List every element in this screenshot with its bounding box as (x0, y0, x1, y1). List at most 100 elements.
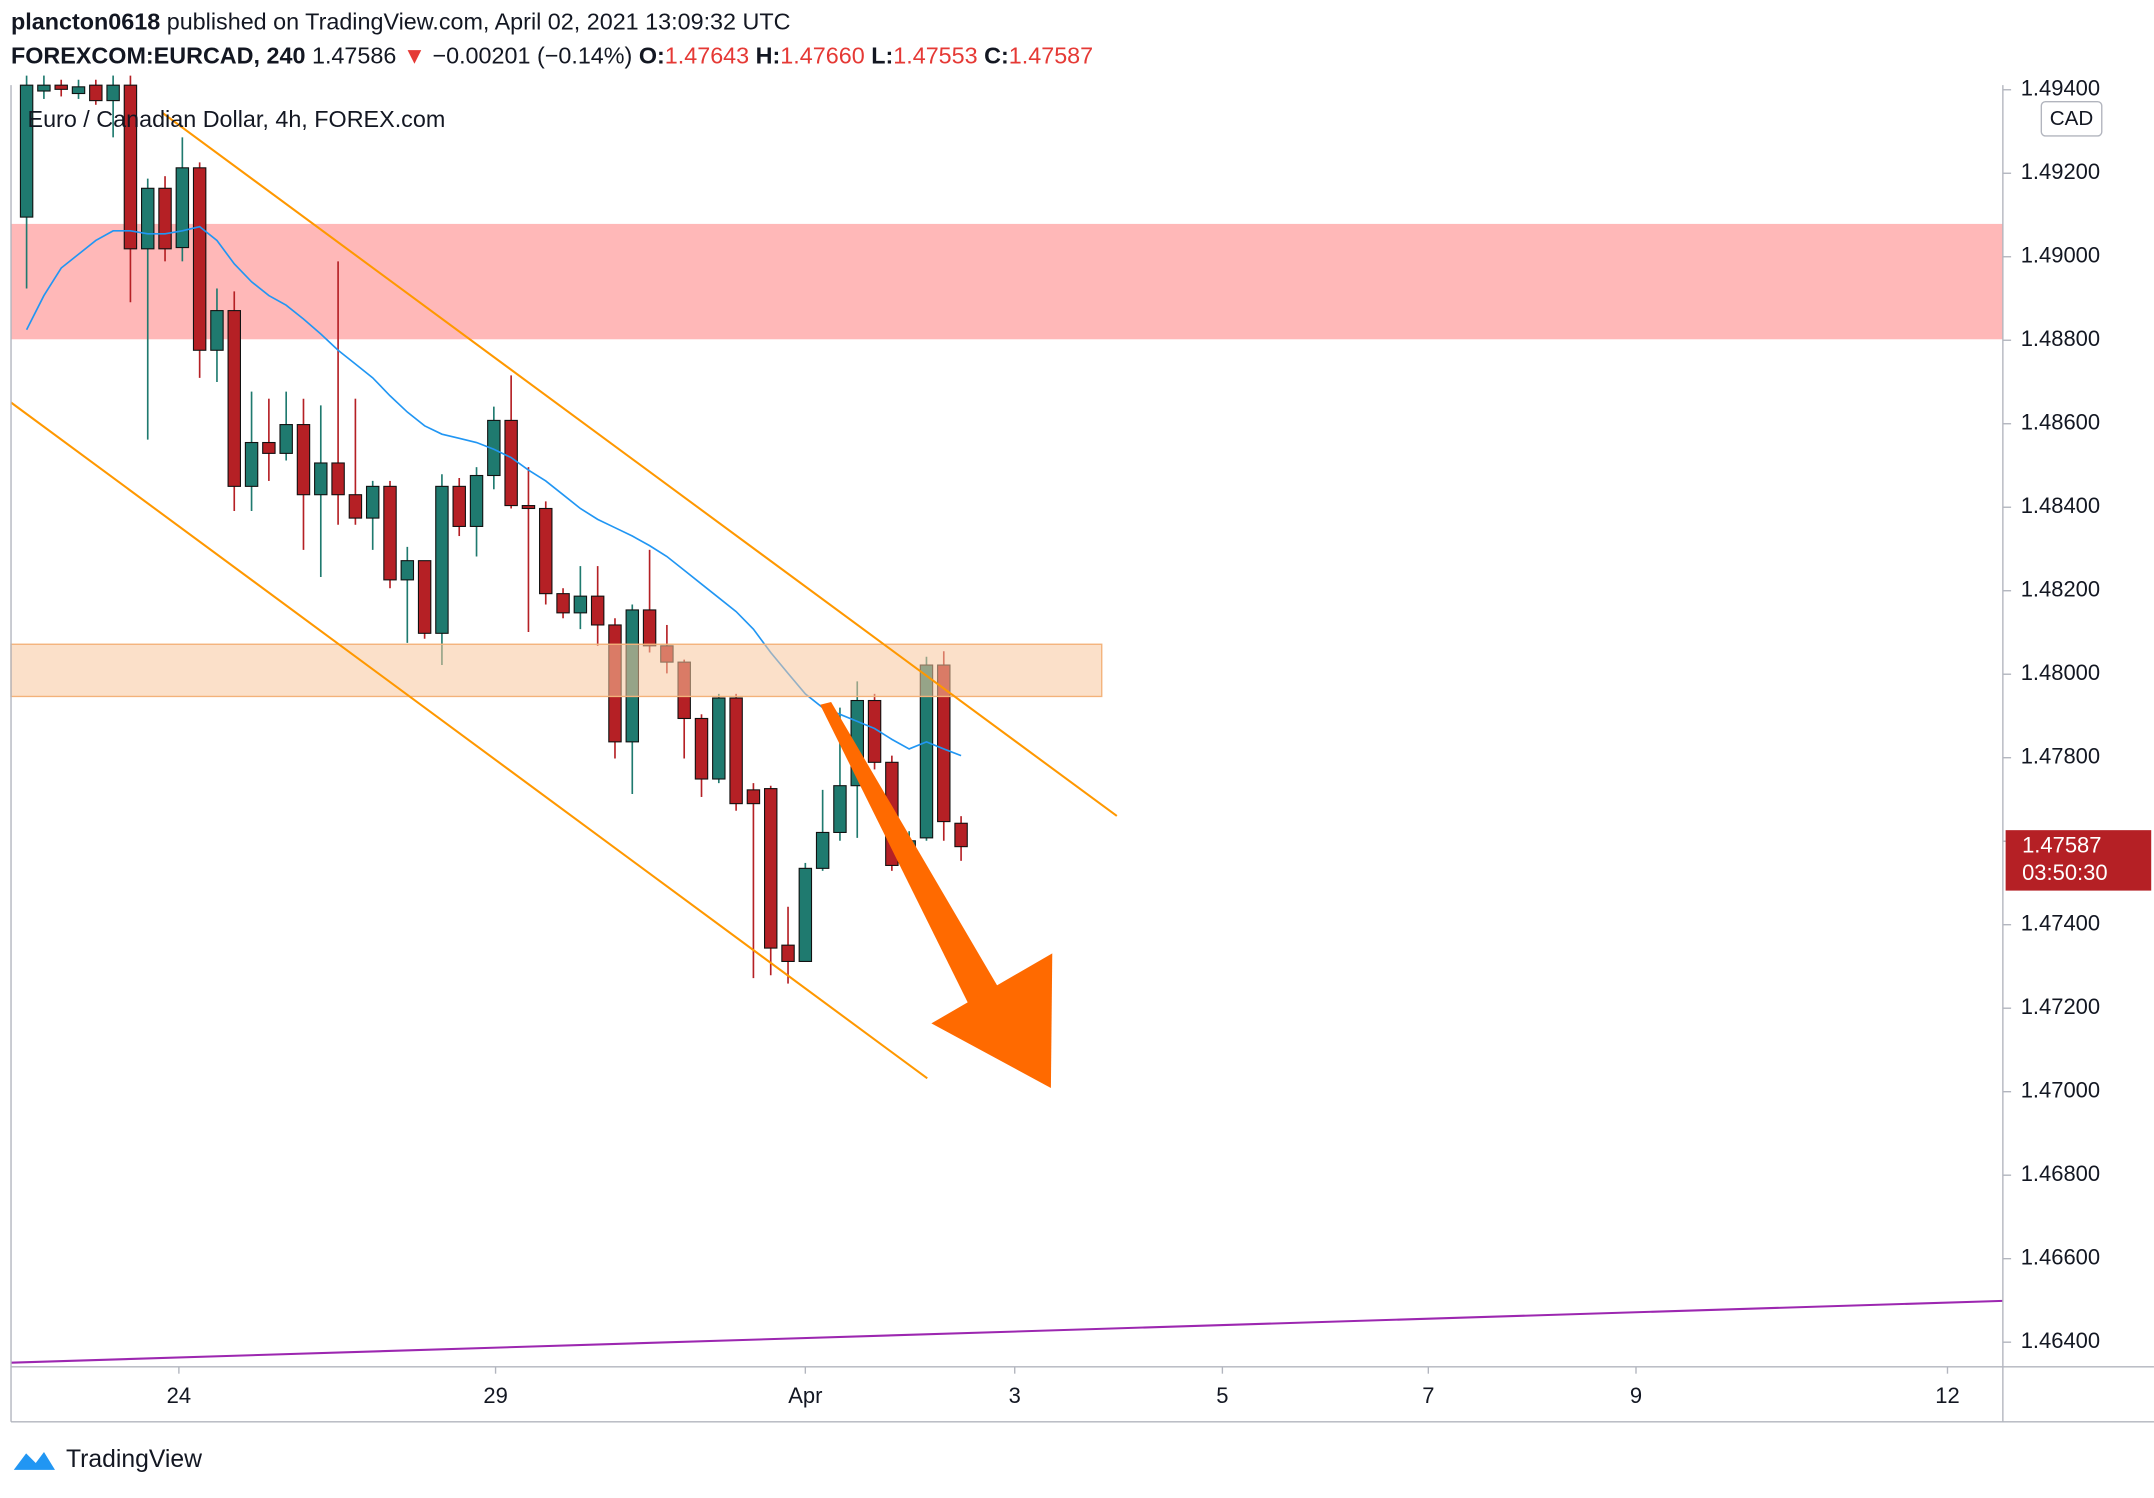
candle-body (781, 944, 795, 962)
candle-body (539, 507, 553, 595)
low: 1.47553 (893, 43, 977, 69)
high: 1.47660 (780, 43, 864, 69)
last-price-tag (2005, 830, 2152, 891)
candle-body (833, 785, 847, 833)
candle-body (123, 84, 138, 250)
price: 1.47586 (312, 43, 396, 69)
y-tick-label: 1.48800 (2021, 326, 2100, 351)
candle-body (712, 697, 726, 780)
x-tick-label: 7 (1422, 1383, 1434, 1408)
header-line-1: plancton0618 published on TradingView.co… (11, 9, 790, 35)
candle-body (314, 462, 328, 496)
open: 1.47643 (665, 43, 749, 69)
trend-line (10, 1299, 2003, 1364)
candle-body (417, 560, 432, 634)
x-tick-label: 24 (167, 1383, 191, 1408)
candle-body (573, 595, 588, 614)
y-tick-label: 1.46600 (2021, 1244, 2100, 1269)
candle-body (729, 697, 743, 805)
change: −0.00201 (−0.14%) (432, 43, 632, 69)
arrow-head (931, 953, 1053, 1088)
candle-body (175, 167, 190, 249)
y-tick-label: 1.48000 (2021, 660, 2100, 685)
low-label: L: (871, 43, 893, 69)
candle-body (746, 789, 761, 805)
candle-body (763, 788, 778, 949)
brand: TradingView (66, 1446, 202, 1473)
y-tick-label: 1.47800 (2021, 744, 2100, 769)
candle-body (694, 717, 709, 780)
y-tick-label: 1.48400 (2021, 493, 2100, 518)
candle-body (452, 485, 466, 527)
channel-upper (161, 111, 1118, 817)
x-tick-label: 9 (1630, 1383, 1642, 1408)
candle-body (815, 831, 830, 869)
close: 1.47587 (1009, 43, 1093, 69)
y-tick-label: 1.49400 (2021, 76, 2100, 101)
candle-body (365, 485, 380, 519)
candle-body (244, 441, 259, 487)
y-tick-label: 1.48200 (2021, 577, 2100, 602)
logo-icon (13, 1451, 55, 1470)
candle-body (89, 84, 103, 102)
candle-body (348, 494, 363, 519)
candle-body (54, 84, 68, 90)
legend-title: Euro / Canadian Dollar, 4h, FOREX.com (28, 106, 446, 132)
y-tick-label: 1.49000 (2021, 243, 2100, 268)
y-tick-label: 1.46400 (2021, 1328, 2100, 1353)
candle-body (210, 310, 224, 351)
channel-lower (10, 401, 928, 1080)
candle-body (262, 441, 276, 454)
currency-box (2040, 100, 2103, 137)
candle-body (383, 485, 397, 581)
y-tick-label: 1.47000 (2021, 1077, 2100, 1102)
candle-body (642, 609, 657, 647)
candle-body (106, 84, 120, 102)
arrow-shaft (820, 701, 1010, 1027)
y-tick-label: 1.47200 (2021, 994, 2100, 1019)
candle-body (469, 474, 484, 527)
candle-body (158, 187, 172, 250)
candle-body (192, 167, 207, 351)
currency: CAD (2050, 107, 2093, 130)
header-line-2: FOREXCOM:EURCAD, 240 1.47586 ▼ −0.00201 … (11, 43, 1093, 69)
candle-body (590, 595, 605, 626)
author: plancton0618 (11, 9, 160, 35)
close-label: C: (984, 43, 1009, 69)
y-tick-label: 1.46800 (2021, 1161, 2100, 1186)
resistance-zone (11, 223, 2003, 340)
candle-body (331, 462, 345, 496)
candle-body (435, 485, 449, 634)
candle-body (521, 505, 536, 510)
countdown: 03:50:30 (2022, 860, 2108, 885)
candle-body (798, 867, 813, 962)
open-label: O: (639, 43, 665, 69)
y-tick-label: 1.47400 (2021, 911, 2100, 936)
candle-body (141, 187, 155, 250)
last-price: 1.47587 (2022, 832, 2101, 857)
supply-zone (10, 643, 1103, 698)
symbol: FOREXCOM:EURCAD, 240 (11, 43, 305, 69)
logo: TradingView (13, 1446, 202, 1473)
candle-body (556, 593, 570, 614)
x-tick-label: 12 (1935, 1383, 1959, 1408)
candle-body (279, 424, 293, 454)
x-tick-label: 3 (1009, 1383, 1021, 1408)
candle-body (227, 310, 241, 487)
candle-body (954, 822, 968, 848)
x-tick-label: Apr (788, 1383, 822, 1408)
y-tick-label: 1.49200 (2021, 159, 2100, 184)
x-tick-label: 29 (483, 1383, 507, 1408)
direction: ▼ (403, 43, 426, 69)
candle-body (71, 86, 86, 95)
high-label: H: (756, 43, 781, 69)
candle-body (296, 424, 311, 496)
candle-body (487, 419, 501, 477)
candle-body (19, 84, 34, 218)
candle-body (504, 419, 518, 507)
y-tick-label: 1.48600 (2021, 410, 2100, 435)
x-tick-label: 5 (1216, 1383, 1228, 1408)
candle-body (37, 84, 51, 92)
published: published on TradingView.com, April 02, … (167, 9, 791, 35)
